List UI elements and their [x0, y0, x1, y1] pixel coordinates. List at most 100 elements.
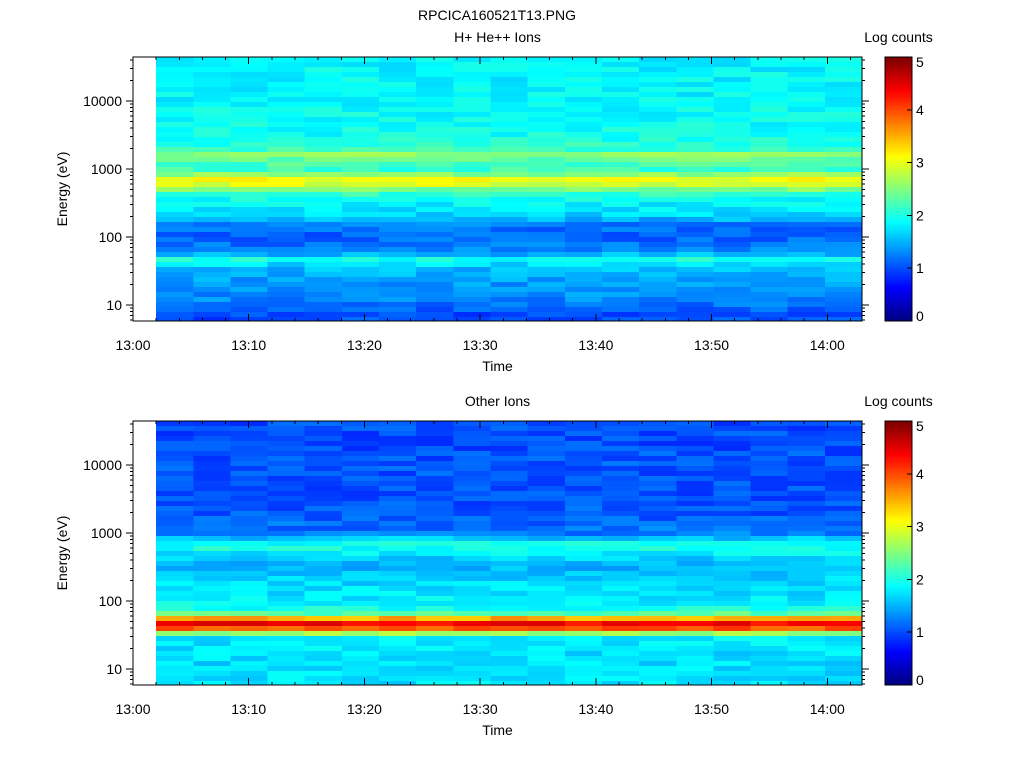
- heatmap-cell: [639, 436, 677, 442]
- heatmap-cell: [341, 446, 380, 452]
- heatmap-cell: [490, 666, 529, 672]
- heatmap-cell: [304, 581, 343, 587]
- heatmap-cell: [713, 436, 752, 442]
- heatmap-cell: [787, 626, 826, 632]
- heatmap-cell: [824, 456, 863, 462]
- colorbar-swatch: [885, 296, 912, 299]
- heatmap-cell: [750, 312, 789, 318]
- heatmap-cell: [750, 536, 789, 542]
- heatmap-cell: [527, 227, 566, 233]
- heatmap-cell: [750, 127, 789, 133]
- heatmap-cell: [453, 566, 492, 572]
- heatmap-cell: [379, 212, 417, 218]
- heatmap-cell: [713, 162, 752, 168]
- heatmap-cell: [527, 671, 566, 677]
- heatmap-cell: [416, 601, 454, 607]
- heatmap-cell: [824, 521, 863, 527]
- heatmap-cell: [750, 252, 789, 258]
- heatmap-cell: [490, 302, 529, 308]
- heatmap-cell: [304, 232, 343, 238]
- colorbar-swatch: [885, 255, 912, 258]
- heatmap-cell: [193, 481, 232, 487]
- heatmap-cell: [453, 441, 492, 447]
- heatmap-cell: [564, 631, 603, 637]
- colorbar-swatch: [885, 240, 912, 244]
- colorbar-swatch: [885, 98, 912, 101]
- heatmap-cell: [601, 232, 640, 238]
- colorbar-swatch: [885, 222, 912, 225]
- heatmap-cell: [787, 461, 826, 467]
- colorbar-swatch: [885, 316, 912, 320]
- heatmap-cell: [156, 182, 194, 188]
- heatmap-cell: [341, 137, 380, 143]
- heatmap-cell: [156, 297, 194, 303]
- heatmap-cell: [527, 182, 566, 188]
- heatmap-cell: [676, 117, 714, 123]
- heatmap-cell: [416, 92, 454, 98]
- heatmap-cell: [379, 62, 417, 68]
- heatmap-cell: [601, 566, 640, 572]
- heatmap-cell: [824, 681, 863, 686]
- colorbar-swatch: [885, 482, 912, 486]
- heatmap-cell: [676, 247, 714, 253]
- heatmap-cell: [564, 676, 603, 682]
- heatmap-cell: [601, 282, 640, 288]
- heatmap-cell: [527, 147, 566, 153]
- heatmap-cell: [267, 77, 306, 83]
- heatmap-cell: [230, 491, 269, 497]
- heatmap-cell: [156, 157, 194, 163]
- heatmap-cell: [490, 97, 529, 103]
- heatmap-cell: [416, 187, 454, 193]
- heatmap-cell: [527, 646, 566, 652]
- heatmap-cell: [639, 122, 677, 128]
- heatmap-cell: [490, 626, 529, 632]
- heatmap-cell: [341, 526, 380, 532]
- heatmap-cell: [713, 317, 752, 322]
- heatmap-cell: [824, 317, 863, 322]
- heatmap-cell: [639, 192, 677, 198]
- heatmap-cell: [416, 456, 454, 462]
- heatmap-cell: [639, 621, 677, 627]
- heatmap-cell: [304, 67, 343, 73]
- heatmap-cell: [379, 287, 417, 293]
- heatmap-cell: [416, 272, 454, 278]
- colorbar-swatch: [885, 294, 912, 297]
- heatmap-cell: [341, 666, 380, 672]
- heatmap-cell: [713, 62, 752, 68]
- heatmap-cell: [639, 561, 677, 567]
- heatmap-cell: [824, 421, 863, 427]
- heatmap-cell: [713, 576, 752, 582]
- heatmap-cell: [713, 212, 752, 218]
- colorbar-swatch: [885, 96, 912, 99]
- heatmap-cell: [156, 132, 194, 138]
- heatmap-cell: [341, 641, 380, 647]
- heatmap-cell: [416, 282, 454, 288]
- heatmap-cell: [304, 117, 343, 123]
- heatmap-cell: [787, 651, 826, 657]
- heatmap-cell: [676, 207, 714, 213]
- heatmap-cell: [750, 152, 789, 158]
- heatmap-cell: [639, 57, 677, 63]
- heatmap-cell: [379, 641, 417, 647]
- heatmap-cell: [341, 257, 380, 263]
- heatmap-cell: [490, 606, 529, 612]
- heatmap-cell: [490, 441, 529, 447]
- heatmap-cell: [490, 127, 529, 133]
- heatmap-cell: [639, 87, 677, 93]
- heatmap-cell: [230, 586, 269, 592]
- heatmap-cell: [267, 162, 306, 168]
- heatmap-cell: [230, 197, 269, 203]
- heatmap-cell: [156, 676, 194, 682]
- heatmap-cell: [341, 112, 380, 118]
- colorbar-swatch: [885, 546, 912, 550]
- colorbar-swatch: [885, 205, 912, 209]
- heatmap-cell: [490, 312, 529, 318]
- heatmap-cell: [639, 676, 677, 682]
- heatmap-cell: [490, 272, 529, 278]
- heatmap-cell: [230, 117, 269, 123]
- heatmap-cell: [824, 671, 863, 677]
- heatmap-cell: [416, 606, 454, 612]
- heatmap-cell: [341, 511, 380, 517]
- heatmap-cell: [676, 82, 714, 88]
- heatmap-cell: [416, 476, 454, 482]
